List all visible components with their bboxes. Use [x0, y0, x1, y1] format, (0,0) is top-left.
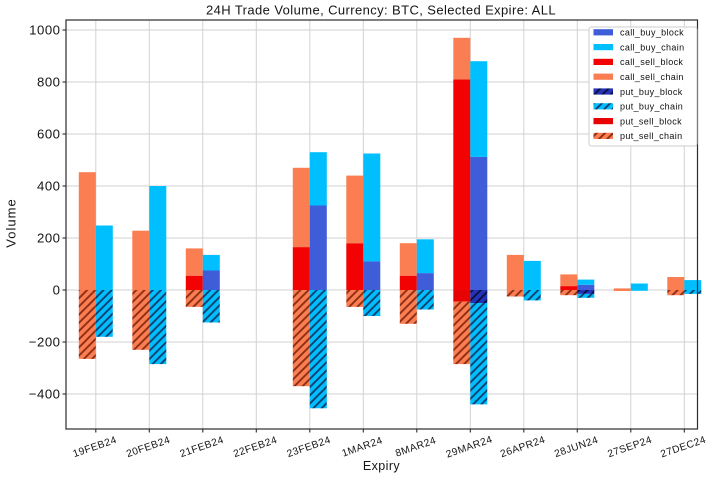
svg-text:put_sell_block: put_sell_block: [620, 116, 682, 126]
svg-text:24H Trade Volume, Currency: BT: 24H Trade Volume, Currency: BTC, Selecte…: [206, 3, 556, 18]
svg-text:Volume: Volume: [4, 198, 19, 247]
svg-text:0: 0: [53, 283, 61, 298]
svg-text:Expiry: Expiry: [363, 459, 400, 473]
svg-text:put_buy_chain: put_buy_chain: [620, 102, 683, 112]
svg-text:−200: −200: [29, 335, 61, 350]
svg-text:400: 400: [37, 179, 61, 194]
svg-text:800: 800: [37, 75, 61, 90]
svg-text:1000: 1000: [29, 23, 60, 38]
svg-text:−400: −400: [29, 387, 61, 402]
svg-text:call_sell_block: call_sell_block: [620, 57, 683, 67]
svg-text:call_buy_chain: call_buy_chain: [620, 42, 684, 52]
svg-text:put_buy_block: put_buy_block: [620, 87, 683, 97]
svg-text:200: 200: [37, 231, 61, 246]
svg-text:call_sell_chain: call_sell_chain: [620, 72, 684, 82]
svg-text:600: 600: [37, 127, 61, 142]
svg-text:put_sell_chain: put_sell_chain: [620, 131, 682, 141]
svg-text:call_buy_block: call_buy_block: [620, 28, 684, 38]
